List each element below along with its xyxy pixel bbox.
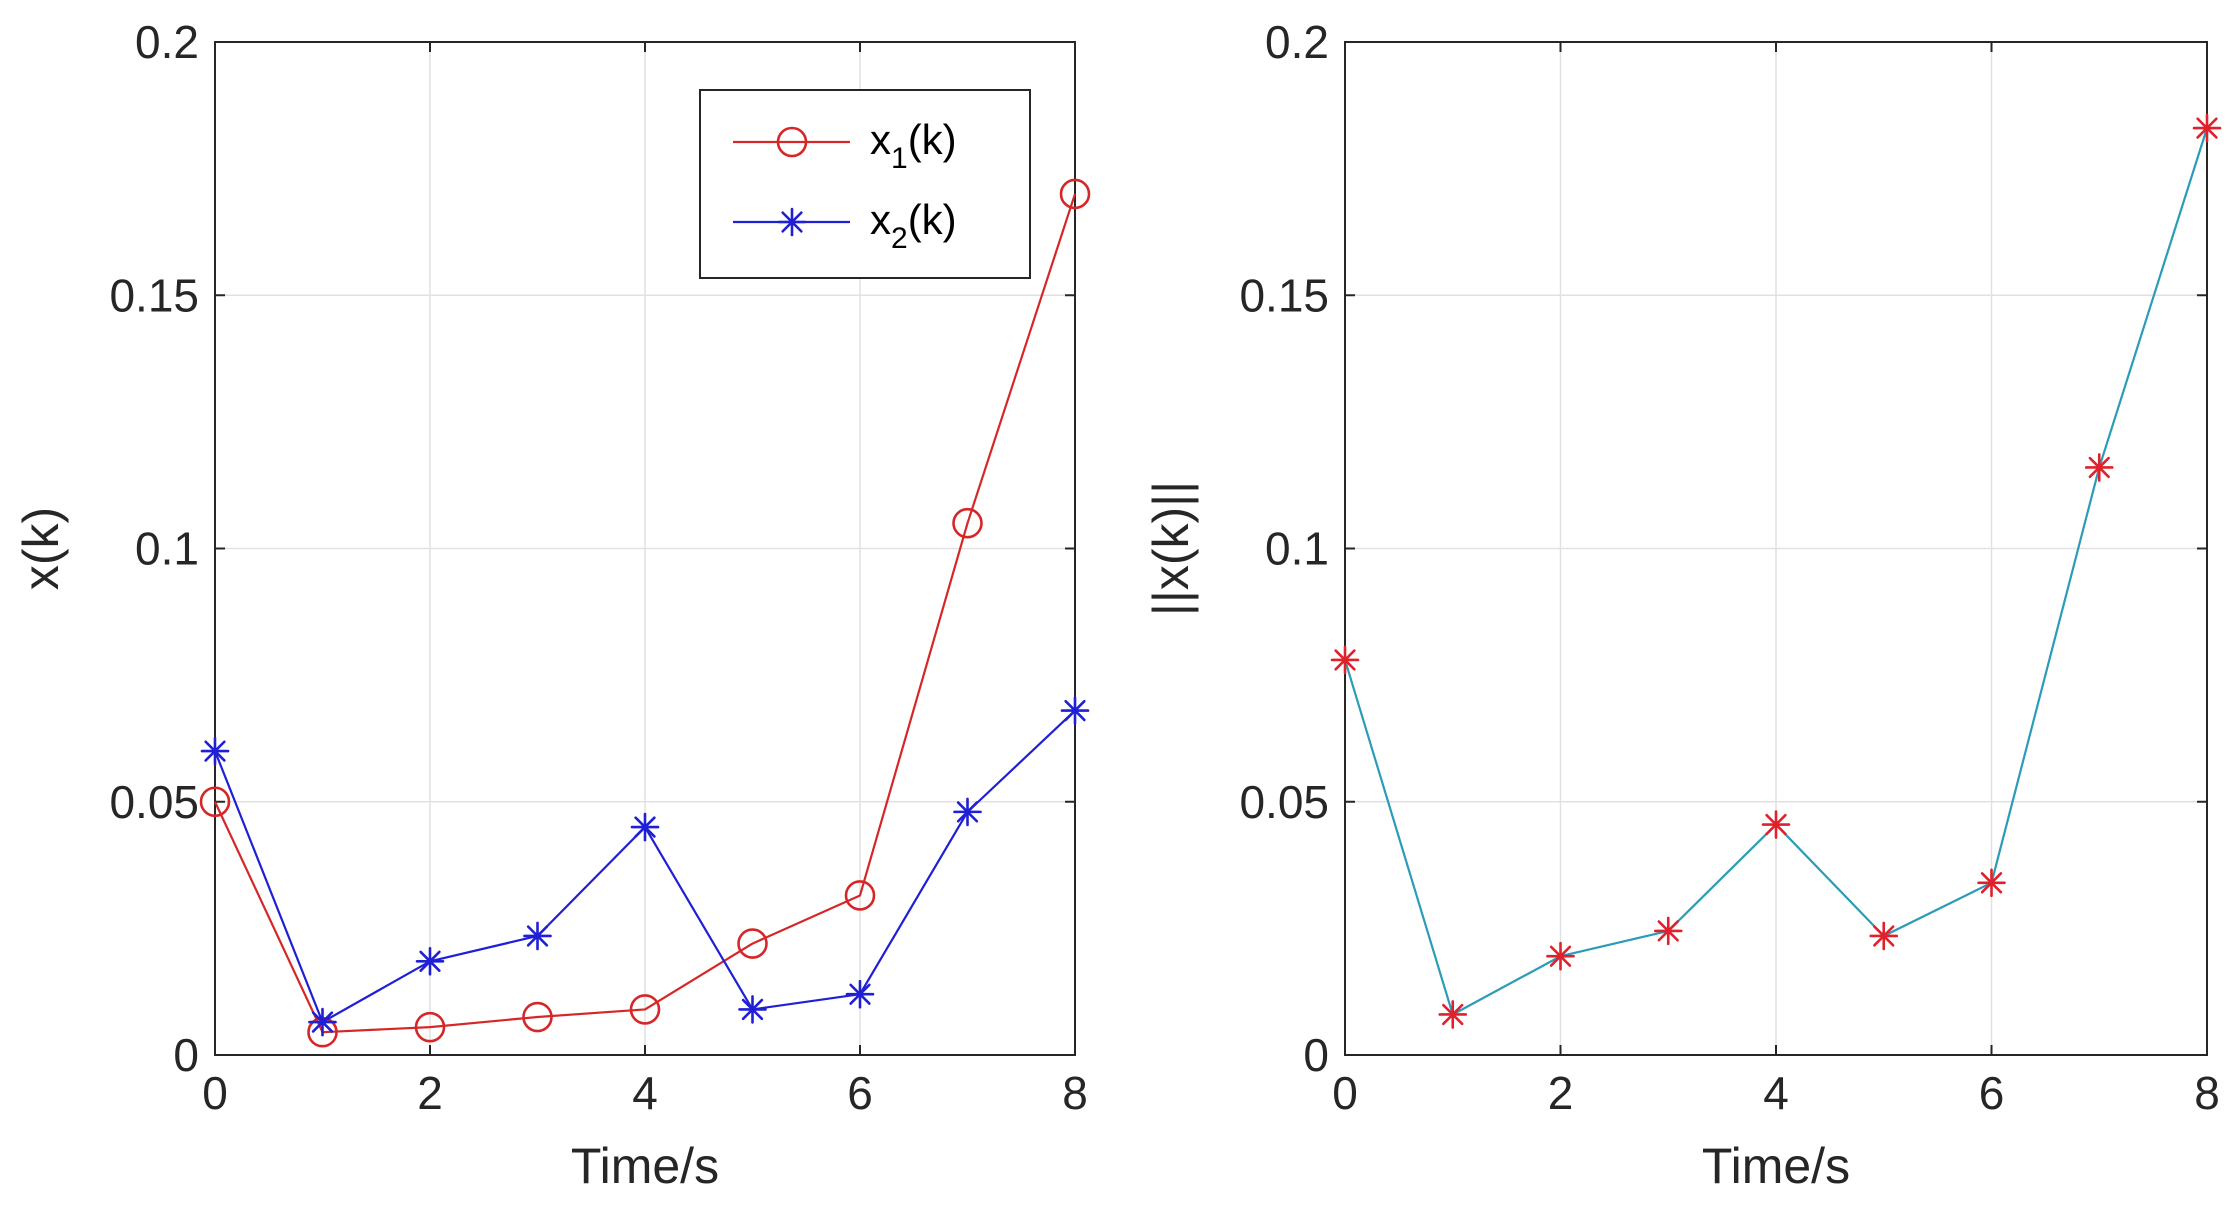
data-point-stroke bbox=[2196, 117, 2218, 139]
data-point bbox=[1761, 810, 1791, 839]
data-point-stroke bbox=[1980, 872, 2003, 894]
legend-label-subscript: 2 bbox=[891, 222, 908, 255]
y-tick-label: 0.1 bbox=[1265, 523, 1329, 575]
y-axis-label: ||x(k)|| bbox=[1143, 481, 1199, 616]
legend-label: x1(k) bbox=[870, 116, 957, 175]
legend-marker bbox=[776, 126, 808, 158]
data-point-stroke bbox=[956, 801, 979, 823]
x-tick-label: 2 bbox=[1548, 1067, 1574, 1119]
legend-label: x2(k) bbox=[870, 196, 957, 255]
y-tick-label: 0.2 bbox=[135, 16, 199, 68]
data-point bbox=[1546, 941, 1575, 971]
data-point bbox=[1330, 645, 1360, 675]
x-tick-label: 0 bbox=[202, 1067, 228, 1119]
data-point bbox=[1059, 178, 1091, 210]
data-point-stroke bbox=[1334, 649, 1356, 671]
data-point bbox=[308, 1007, 337, 1037]
y-tick-label: 0.15 bbox=[109, 269, 199, 321]
x-tick-label: 0 bbox=[1332, 1067, 1358, 1119]
data-point-stroke bbox=[1442, 1003, 1464, 1026]
legend-box bbox=[699, 89, 1031, 279]
data-point bbox=[199, 786, 231, 818]
y-tick-label: 0 bbox=[173, 1029, 199, 1081]
data-point-stroke bbox=[419, 950, 441, 972]
data-point-stroke bbox=[634, 816, 656, 838]
data-point-stroke bbox=[1765, 813, 1787, 836]
x-axis-label: Time/s bbox=[1702, 1138, 1850, 1194]
y-tick-label: 0 bbox=[1303, 1029, 1329, 1081]
data-point bbox=[200, 736, 230, 766]
legend-marker bbox=[777, 207, 807, 237]
legend-label-main: x bbox=[870, 196, 891, 243]
data-point bbox=[738, 995, 767, 1024]
data-point bbox=[522, 1001, 553, 1033]
data-point-stroke bbox=[1064, 699, 1086, 722]
y-tick-label: 0.05 bbox=[1239, 776, 1329, 828]
data-point bbox=[1977, 868, 2006, 898]
data-point bbox=[1869, 921, 1899, 951]
data-point bbox=[523, 921, 552, 951]
legend-item: x1(k) bbox=[733, 116, 957, 175]
data-point-stroke bbox=[1657, 920, 1679, 942]
data-point bbox=[629, 994, 661, 1025]
data-point bbox=[737, 928, 768, 959]
data-point bbox=[630, 812, 660, 842]
data-point bbox=[844, 880, 876, 911]
data-point bbox=[414, 1011, 446, 1043]
data-point bbox=[845, 979, 875, 1009]
x-tick-label: 6 bbox=[847, 1067, 873, 1119]
x-tick-label: 4 bbox=[1763, 1067, 1789, 1119]
legend-label-subscript: 1 bbox=[891, 142, 908, 175]
data-point bbox=[1438, 1000, 1468, 1029]
legend-marker-stroke bbox=[781, 211, 803, 233]
data-point bbox=[2192, 113, 2222, 143]
legend: x1(k)x2(k) bbox=[699, 89, 1031, 279]
y-tick-label: 0.05 bbox=[109, 776, 199, 828]
x-tick-label: 6 bbox=[1979, 1067, 2005, 1119]
right-plot: 0 2 4 6 8 0 0.05 0.1 0.15 0.2 Time/s ||x(k)|| bbox=[1143, 16, 2222, 1194]
x-tick-label: 8 bbox=[1062, 1067, 1088, 1119]
series-line-1 bbox=[214, 193, 1077, 1034]
data-point-stroke bbox=[849, 983, 871, 1005]
data-point bbox=[952, 507, 983, 539]
data-point-stroke bbox=[2088, 456, 2110, 479]
y-axis-label: x(k) bbox=[13, 507, 69, 590]
y-tick-label: 0.2 bbox=[1265, 16, 1329, 68]
data-point-stroke bbox=[741, 998, 764, 1021]
y-tick-label: 0.1 bbox=[135, 523, 199, 575]
data-point-stroke bbox=[204, 740, 226, 762]
legend-item: x2(k) bbox=[733, 196, 957, 255]
legend-label-main: x bbox=[870, 116, 891, 163]
legend-label-tail: (k) bbox=[908, 116, 957, 163]
data-point bbox=[1653, 916, 1683, 946]
data-point-stroke bbox=[1549, 945, 1572, 967]
x-tick-label: 8 bbox=[2194, 1067, 2220, 1119]
data-point-stroke bbox=[526, 925, 549, 947]
x-axis-label: Time/s bbox=[571, 1138, 719, 1194]
legend-label-tail: (k) bbox=[908, 196, 957, 243]
data-point bbox=[953, 797, 982, 827]
data-point-stroke bbox=[311, 1011, 334, 1033]
data-point bbox=[415, 946, 445, 976]
data-point bbox=[2084, 453, 2114, 482]
data-point bbox=[1060, 696, 1090, 725]
x-tick-label: 4 bbox=[632, 1067, 658, 1119]
data-point-stroke bbox=[1873, 925, 1895, 947]
y-tick-label: 0.15 bbox=[1239, 269, 1329, 321]
x-tick-label: 2 bbox=[417, 1067, 443, 1119]
